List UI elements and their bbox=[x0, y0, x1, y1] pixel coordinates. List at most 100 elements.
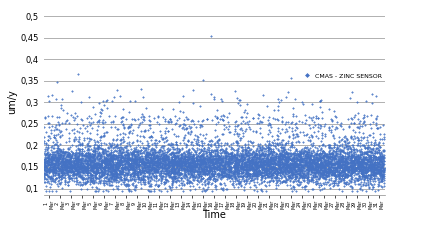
Point bbox=[223, 149, 230, 153]
Point bbox=[260, 160, 267, 164]
Point bbox=[254, 178, 261, 182]
Point bbox=[230, 164, 237, 168]
Point bbox=[349, 151, 356, 155]
Point bbox=[217, 172, 224, 175]
Point bbox=[326, 156, 333, 160]
Point bbox=[232, 166, 239, 170]
Point bbox=[52, 180, 59, 184]
Point bbox=[200, 161, 207, 165]
Point bbox=[344, 168, 351, 172]
Point bbox=[266, 166, 273, 170]
Point bbox=[113, 167, 120, 171]
Point bbox=[344, 155, 351, 159]
Point bbox=[259, 152, 266, 156]
Point bbox=[111, 176, 118, 180]
Point bbox=[109, 164, 116, 168]
Point bbox=[98, 174, 105, 178]
Point bbox=[264, 146, 271, 150]
Point bbox=[132, 154, 139, 158]
Point bbox=[205, 139, 212, 143]
Point bbox=[336, 163, 343, 167]
Point bbox=[261, 176, 268, 180]
Point bbox=[104, 154, 111, 158]
Point bbox=[86, 175, 93, 179]
Point bbox=[264, 155, 271, 159]
Point bbox=[357, 138, 364, 142]
Point bbox=[320, 158, 327, 162]
Point bbox=[154, 163, 161, 167]
Point bbox=[315, 162, 322, 166]
Point bbox=[313, 170, 320, 174]
Point bbox=[69, 170, 76, 174]
Point bbox=[338, 156, 345, 160]
Point bbox=[172, 163, 179, 167]
Point bbox=[327, 172, 334, 176]
Point bbox=[341, 171, 348, 175]
Point bbox=[167, 172, 174, 175]
Point bbox=[66, 162, 73, 166]
Point bbox=[350, 143, 357, 147]
Point bbox=[225, 164, 232, 168]
Point bbox=[163, 178, 170, 182]
Point bbox=[229, 156, 236, 160]
Point bbox=[341, 162, 348, 166]
Point bbox=[74, 146, 81, 150]
Point bbox=[290, 156, 297, 160]
Point bbox=[48, 162, 55, 166]
Point bbox=[207, 164, 214, 168]
Point bbox=[246, 174, 253, 178]
Point bbox=[219, 170, 226, 174]
Point bbox=[269, 155, 276, 159]
Point bbox=[302, 160, 309, 164]
Point bbox=[287, 168, 294, 172]
Point bbox=[154, 184, 161, 188]
Point bbox=[358, 163, 365, 167]
Point bbox=[164, 161, 171, 165]
Point bbox=[104, 130, 111, 134]
Point bbox=[151, 166, 158, 170]
Point bbox=[125, 168, 132, 172]
Point bbox=[149, 165, 156, 169]
Point bbox=[222, 146, 229, 150]
Point bbox=[209, 156, 216, 160]
Point bbox=[87, 178, 94, 182]
Point bbox=[317, 164, 324, 168]
Point bbox=[130, 177, 137, 181]
Point bbox=[312, 168, 319, 172]
Point bbox=[245, 160, 252, 164]
Point bbox=[305, 174, 312, 178]
Point bbox=[307, 151, 314, 155]
Point bbox=[347, 165, 354, 169]
Point bbox=[54, 166, 61, 170]
Point bbox=[378, 155, 385, 159]
Point bbox=[86, 172, 93, 175]
Point bbox=[321, 161, 328, 165]
Point bbox=[301, 172, 308, 176]
Point bbox=[278, 152, 285, 156]
Point bbox=[176, 109, 183, 113]
Point bbox=[372, 142, 379, 146]
Point bbox=[183, 161, 190, 165]
Point bbox=[177, 162, 184, 166]
Point bbox=[250, 174, 257, 178]
Point bbox=[59, 167, 66, 171]
Point bbox=[263, 168, 270, 172]
Point bbox=[48, 189, 55, 193]
Point bbox=[129, 183, 136, 187]
Point bbox=[116, 151, 123, 155]
Point bbox=[314, 181, 321, 185]
Point bbox=[190, 157, 197, 161]
Point bbox=[234, 156, 241, 160]
Point bbox=[358, 167, 365, 171]
Point bbox=[232, 167, 239, 171]
Point bbox=[222, 183, 229, 187]
Point bbox=[157, 156, 164, 160]
Point bbox=[336, 170, 343, 174]
Point bbox=[55, 158, 62, 162]
Point bbox=[131, 146, 138, 150]
Point bbox=[211, 167, 218, 171]
Point bbox=[133, 164, 140, 168]
Point bbox=[303, 178, 310, 182]
Point bbox=[124, 156, 131, 160]
Point bbox=[158, 181, 165, 185]
